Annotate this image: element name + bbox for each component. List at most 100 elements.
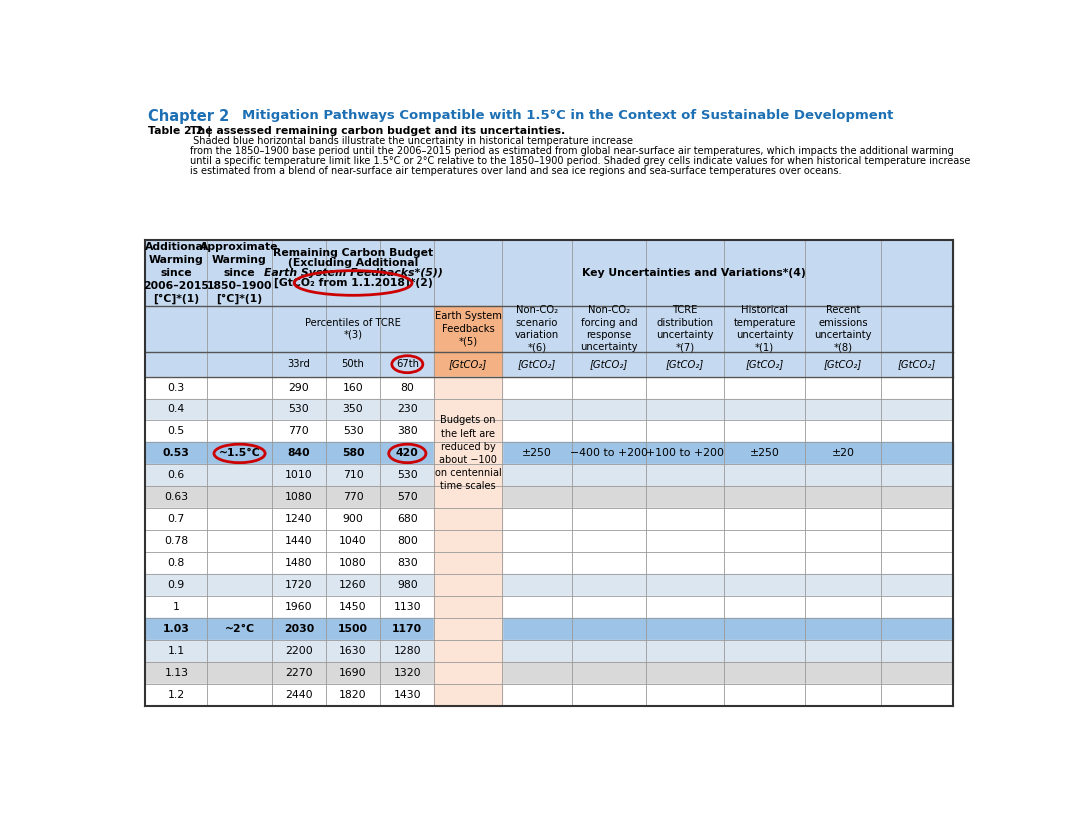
Text: 570: 570 [397, 492, 417, 502]
Text: ~2°C: ~2°C [225, 624, 255, 634]
Text: TCRE
distribution
uncertainty
*(7): TCRE distribution uncertainty *(7) [656, 305, 714, 352]
Text: ±250: ±250 [522, 448, 552, 458]
Text: Mitigation Pathways Compatible with 1.5°C in the Context of Sustainable Developm: Mitigation Pathways Compatible with 1.5°… [242, 109, 893, 122]
Polygon shape [146, 399, 953, 421]
Polygon shape [146, 575, 953, 597]
Text: 900: 900 [342, 514, 364, 524]
Text: 0.7: 0.7 [168, 514, 185, 524]
Text: 840: 840 [288, 448, 310, 458]
Text: 0.5: 0.5 [168, 426, 185, 437]
Text: [GtCO₂]: [GtCO₂] [449, 359, 487, 369]
Polygon shape [434, 399, 502, 421]
Text: 0.9: 0.9 [168, 580, 185, 590]
Text: 530: 530 [289, 404, 309, 415]
Text: 0.78: 0.78 [165, 536, 188, 546]
Polygon shape [146, 487, 953, 509]
Text: 1.03: 1.03 [163, 624, 189, 634]
Polygon shape [146, 553, 953, 575]
Polygon shape [434, 443, 502, 465]
Text: 1010: 1010 [285, 470, 312, 480]
Text: Non-CO₂
forcing and
response
uncertainty: Non-CO₂ forcing and response uncertainty [580, 305, 638, 352]
Text: 1430: 1430 [394, 690, 422, 700]
Text: Earth System Feedbacks*(5)): Earth System Feedbacks*(5)) [263, 268, 443, 278]
Text: 530: 530 [397, 470, 417, 480]
Text: 770: 770 [342, 492, 364, 502]
Text: Additional
Warming
since
2006–2015
[°C]*(1): Additional Warming since 2006–2015 [°C]*… [143, 242, 210, 304]
Polygon shape [434, 306, 502, 352]
Text: 1240: 1240 [285, 514, 312, 524]
Text: 1960: 1960 [285, 602, 312, 612]
Text: 380: 380 [397, 426, 417, 437]
Text: [GtCO₂]: [GtCO₂] [898, 359, 936, 369]
Polygon shape [146, 684, 953, 706]
Text: 350: 350 [342, 404, 364, 415]
Text: 2270: 2270 [285, 668, 312, 678]
Text: 230: 230 [397, 404, 417, 415]
Polygon shape [146, 531, 953, 553]
Text: 0.63: 0.63 [165, 492, 188, 502]
Polygon shape [146, 352, 953, 377]
Text: [GtCO₂ from 1.1.2018]*(2): [GtCO₂ from 1.1.2018]*(2) [274, 278, 432, 289]
Polygon shape [146, 641, 953, 662]
Polygon shape [434, 509, 502, 531]
Text: ±250: ±250 [750, 448, 780, 458]
Text: (Excluding Additional: (Excluding Additional [288, 258, 418, 268]
Text: 67th: 67th [396, 359, 418, 369]
Text: Remaining Carbon Budget: Remaining Carbon Budget [273, 248, 433, 258]
Text: 710: 710 [342, 470, 364, 480]
Text: +100 to +200: +100 to +200 [646, 448, 724, 458]
Polygon shape [146, 240, 953, 306]
Text: 1280: 1280 [394, 646, 422, 656]
Text: 1820: 1820 [339, 690, 367, 700]
Text: 1720: 1720 [285, 580, 312, 590]
Text: 0.6: 0.6 [168, 470, 185, 480]
Text: Earth System
Feedbacks
*(5): Earth System Feedbacks *(5) [434, 311, 502, 346]
Polygon shape [434, 684, 502, 706]
Text: 0.3: 0.3 [168, 382, 185, 393]
Polygon shape [146, 509, 953, 531]
Text: 1080: 1080 [285, 492, 312, 502]
Text: [GtCO₂]: [GtCO₂] [590, 359, 628, 369]
Text: 1: 1 [173, 602, 180, 612]
Polygon shape [434, 641, 502, 662]
Text: 1320: 1320 [394, 668, 422, 678]
Text: Percentiles of TCRE
*(3): Percentiles of TCRE *(3) [305, 318, 401, 340]
Text: [GtCO₂]: [GtCO₂] [666, 359, 704, 369]
Text: −400 to +200: −400 to +200 [570, 448, 647, 458]
Polygon shape [434, 377, 502, 399]
Polygon shape [146, 377, 953, 399]
Text: 33rd: 33rd [288, 359, 310, 369]
Text: 0.4: 0.4 [168, 404, 185, 415]
Text: Recent
emissions
uncertainty
*(8): Recent emissions uncertainty *(8) [814, 305, 872, 352]
Text: 1040: 1040 [339, 536, 367, 546]
Text: 290: 290 [289, 382, 309, 393]
Text: Budgets on
the left are
reduced by
about −100
on centennial
time scales: Budgets on the left are reduced by about… [434, 416, 502, 491]
Text: Key Uncertainties and Variations*(4): Key Uncertainties and Variations*(4) [582, 268, 806, 278]
Text: 1690: 1690 [339, 668, 367, 678]
Text: The assessed remaining carbon budget and its uncertainties.: The assessed remaining carbon budget and… [189, 126, 565, 136]
Text: 0.8: 0.8 [168, 558, 185, 568]
Polygon shape [146, 443, 953, 465]
Text: until a specific temperature limit like 1.5°C or 2°C relative to the 1850–1900 p: until a specific temperature limit like … [189, 156, 969, 166]
Text: 1440: 1440 [285, 536, 312, 546]
Text: 2200: 2200 [285, 646, 312, 656]
Polygon shape [434, 421, 502, 443]
Text: 770: 770 [289, 426, 309, 437]
Polygon shape [146, 306, 953, 352]
Text: Approximate
Warming
since
1850–1900
[°C]*(1): Approximate Warming since 1850–1900 [°C]… [200, 242, 279, 304]
Text: 420: 420 [396, 448, 418, 458]
Text: ~1.5°C: ~1.5°C [218, 448, 260, 458]
Polygon shape [434, 575, 502, 597]
Polygon shape [434, 465, 502, 487]
Text: 1170: 1170 [393, 624, 423, 634]
Text: 1500: 1500 [338, 624, 368, 634]
Text: 980: 980 [397, 580, 417, 590]
Text: 830: 830 [397, 558, 417, 568]
Text: 0.53: 0.53 [163, 448, 189, 458]
Polygon shape [434, 619, 502, 641]
Text: is estimated from a blend of near-surface air temperatures over land and sea ice: is estimated from a blend of near-surfac… [189, 166, 841, 176]
Polygon shape [146, 619, 953, 641]
Text: 1130: 1130 [394, 602, 422, 612]
Text: [GtCO₂]: [GtCO₂] [518, 359, 556, 369]
Text: [GtCO₂]: [GtCO₂] [824, 359, 862, 369]
